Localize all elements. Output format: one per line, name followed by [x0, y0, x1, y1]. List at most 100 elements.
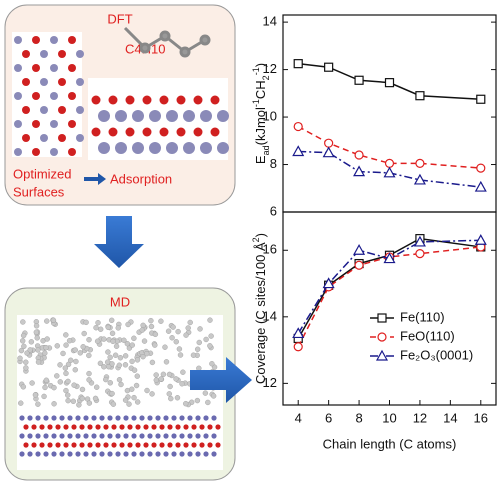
- atom: [50, 317, 57, 323]
- atom: [68, 148, 76, 156]
- atom: [119, 442, 125, 448]
- atom: [109, 330, 116, 337]
- atom: [132, 142, 144, 154]
- atom: [142, 95, 152, 105]
- atom: [79, 395, 86, 402]
- y-axis-label-part: (kJmol: [253, 107, 268, 145]
- atom: [62, 365, 69, 371]
- atom: [115, 451, 121, 457]
- atom: [51, 384, 57, 391]
- atom: [58, 106, 66, 114]
- atom: [139, 327, 145, 333]
- atom: [95, 442, 101, 448]
- atom: [18, 347, 25, 354]
- atom: [140, 353, 146, 360]
- atom: [209, 361, 215, 367]
- x-tick-label: 16: [474, 410, 488, 425]
- marker: [413, 173, 426, 185]
- md-atoms: [17, 317, 221, 457]
- atom: [32, 64, 40, 72]
- atom: [50, 148, 58, 156]
- dft-title: DFT: [107, 11, 132, 26]
- atom: [71, 382, 77, 388]
- atom: [211, 433, 217, 439]
- atom: [179, 381, 185, 387]
- atom: [187, 415, 193, 421]
- atom: [79, 386, 86, 393]
- y-axis-label-part: Coverage (C sites/100 Å: [253, 242, 268, 384]
- y-axis-label-part: ad: [261, 145, 271, 155]
- atom: [19, 338, 26, 344]
- butane: [123, 26, 211, 58]
- atom: [59, 433, 65, 439]
- atom: [19, 451, 25, 457]
- atom: [115, 325, 121, 331]
- atom: [195, 433, 201, 439]
- atom: [166, 142, 178, 154]
- atom: [71, 442, 77, 448]
- atom: [197, 326, 203, 332]
- atom: [142, 127, 152, 137]
- atom: [108, 95, 118, 105]
- atom: [127, 424, 133, 430]
- atom: [86, 400, 93, 406]
- atom: [51, 401, 57, 407]
- atom: [57, 379, 63, 385]
- atom: [149, 142, 161, 154]
- marker: [375, 349, 389, 361]
- atom: [187, 451, 193, 457]
- atom: [103, 424, 109, 430]
- atom: [35, 347, 41, 353]
- atom: [75, 415, 81, 421]
- marker: [353, 165, 366, 177]
- plot-frame: [282, 14, 497, 213]
- atom: [81, 330, 87, 337]
- atom: [32, 148, 40, 156]
- atom: [165, 328, 172, 334]
- atom: [51, 433, 57, 439]
- atom: [103, 442, 109, 448]
- atom: [176, 127, 186, 137]
- atom: [155, 415, 161, 421]
- marker: [292, 327, 305, 339]
- atom: [97, 360, 104, 367]
- atom: [83, 319, 89, 326]
- marker: [324, 138, 334, 148]
- atom: [199, 424, 205, 430]
- atom: [183, 424, 189, 430]
- atom: [27, 415, 33, 421]
- atom: [207, 442, 213, 448]
- atom: [217, 142, 229, 154]
- atom: [99, 451, 105, 457]
- atom: [47, 442, 53, 448]
- y-axis-label-part: 2: [261, 75, 271, 80]
- atom: [42, 384, 48, 391]
- atom: [153, 377, 160, 383]
- atom: [166, 391, 172, 397]
- legend-label: FeO(110): [400, 328, 455, 343]
- atom: [40, 78, 48, 86]
- atom: [174, 395, 181, 401]
- atom: [32, 92, 40, 100]
- marker: [353, 244, 366, 255]
- series-line: [297, 125, 481, 169]
- atom: [20, 332, 27, 339]
- y-axis-label-part: -1: [251, 99, 261, 107]
- atom: [148, 317, 154, 324]
- atom: [113, 343, 120, 349]
- atom: [167, 442, 173, 448]
- atom: [122, 362, 129, 368]
- y-axis-label: Ead(kJmol-1CH2-1): [251, 63, 271, 164]
- atom: [33, 329, 40, 335]
- legend-label: Fe₂O₃(0001): [400, 347, 473, 362]
- atom: [79, 442, 85, 448]
- atom: [87, 424, 93, 430]
- marker: [293, 121, 303, 132]
- atom: [210, 95, 220, 105]
- surface-atoms: [14, 36, 84, 156]
- atom: [135, 442, 141, 448]
- adsorption-atoms: [91, 95, 229, 154]
- atom: [155, 433, 161, 439]
- atom: [167, 424, 173, 430]
- atom: [147, 451, 153, 457]
